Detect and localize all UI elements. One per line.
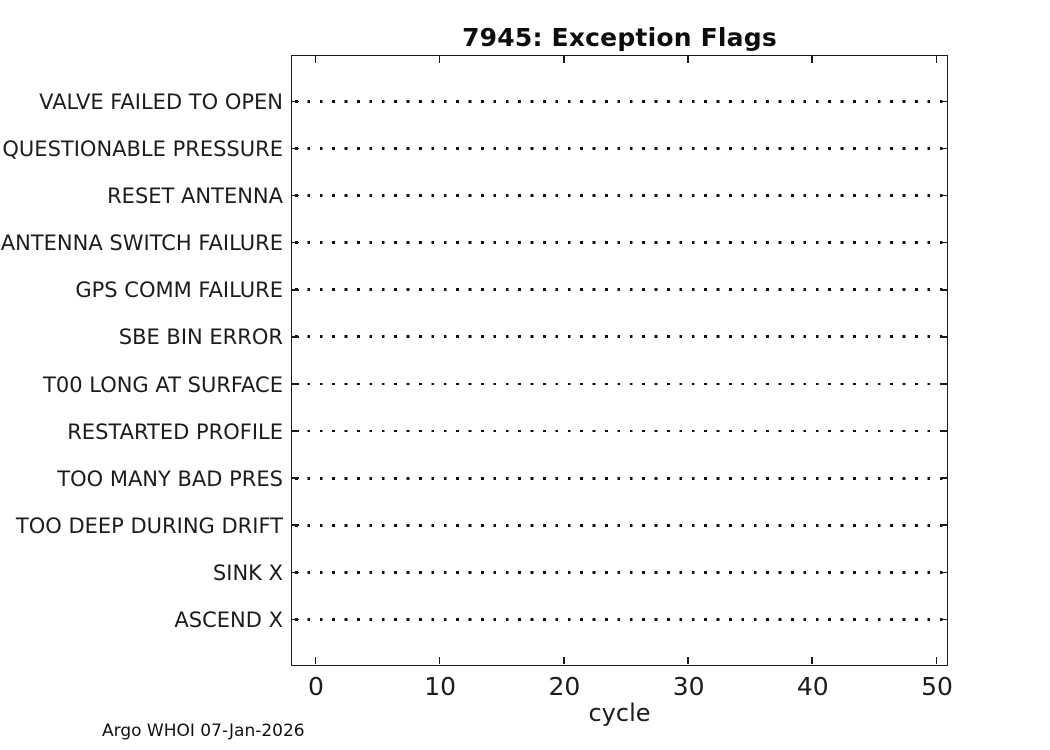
x-tick-label: 20 <box>548 672 581 701</box>
y-axis-label: VALVE FAILED TO OPEN <box>39 90 283 114</box>
x-tick-bottom <box>811 656 813 664</box>
x-tick-top <box>687 56 689 63</box>
dotted-gridline <box>295 335 946 339</box>
y-tick-left <box>292 524 299 526</box>
dotted-gridline <box>295 382 946 386</box>
y-tick-right <box>940 524 947 526</box>
dotted-gridline <box>295 194 946 197</box>
x-tick-bottom <box>314 656 317 664</box>
y-tick-left <box>292 100 299 103</box>
x-tick-bottom <box>563 656 565 664</box>
dotted-gridline <box>295 476 946 480</box>
y-tick-right <box>940 194 947 197</box>
y-tick-right <box>940 241 947 244</box>
y-tick-right <box>940 100 947 103</box>
x-tick-top <box>563 56 565 63</box>
y-tick-right <box>940 336 947 338</box>
y-tick-right <box>940 288 947 291</box>
y-tick-right <box>940 571 947 574</box>
x-axis-title: cycle <box>588 699 651 727</box>
y-tick-right <box>940 430 947 432</box>
y-tick-left <box>292 241 299 244</box>
y-tick-left <box>292 383 299 385</box>
y-tick-left <box>292 571 299 574</box>
y-tick-left <box>292 618 299 621</box>
y-tick-left <box>292 477 299 479</box>
dotted-gridline <box>295 241 946 245</box>
x-tick-label: 40 <box>796 672 829 701</box>
y-axis-label: RESTARTED PROFILE <box>67 419 283 444</box>
x-tick-bottom <box>687 656 689 664</box>
x-tick-label: 50 <box>921 672 953 701</box>
dotted-gridline <box>295 617 946 621</box>
dotted-gridline <box>295 100 946 103</box>
y-axis-label: GPS COMM FAILURE <box>75 278 283 303</box>
y-axis-label: TOO MANY BAD PRES <box>57 466 283 491</box>
y-tick-left <box>292 194 299 197</box>
footer-watermark: Argo WHOI 07-Jan-2026 <box>102 721 305 741</box>
y-tick-right <box>940 477 947 479</box>
y-tick-right <box>940 147 947 150</box>
y-tick-left <box>292 336 299 338</box>
y-tick-left <box>292 430 299 432</box>
x-tick-label: 30 <box>672 672 705 701</box>
y-axis-label: QUESTIONABLE PRESSURE <box>2 137 283 162</box>
x-tick-top <box>438 56 441 63</box>
x-tick-top <box>811 56 813 63</box>
x-tick-top <box>935 56 938 63</box>
plot-area <box>291 55 948 666</box>
y-axis-label: SINK X <box>212 560 283 585</box>
x-tick-top <box>314 56 317 63</box>
dotted-gridline <box>295 570 946 574</box>
y-axis-label: TOO DEEP DURING DRIFT <box>15 513 283 538</box>
x-tick-bottom <box>935 656 938 664</box>
dotted-gridline <box>295 523 946 527</box>
dotted-gridline <box>295 147 946 150</box>
y-axis-label: ASCEND X <box>174 607 283 632</box>
dotted-gridline <box>295 288 946 292</box>
x-tick-bottom <box>438 656 441 664</box>
y-tick-right <box>940 383 947 385</box>
y-tick-right <box>940 618 947 621</box>
dotted-gridline <box>295 429 946 433</box>
chart-title: 7945: Exception Flags <box>462 23 777 52</box>
y-tick-left <box>292 147 299 150</box>
x-tick-label: 0 <box>308 672 324 701</box>
y-axis-label: RESET ANTENNA <box>107 184 283 209</box>
y-axis-label: SBE BIN ERROR <box>118 325 283 350</box>
x-tick-label: 10 <box>424 672 457 701</box>
y-axis-label: T00 LONG AT SURFACE <box>43 372 283 397</box>
y-axis-label: ANTENNA SWITCH FAILURE <box>0 231 283 256</box>
y-tick-left <box>292 288 299 291</box>
